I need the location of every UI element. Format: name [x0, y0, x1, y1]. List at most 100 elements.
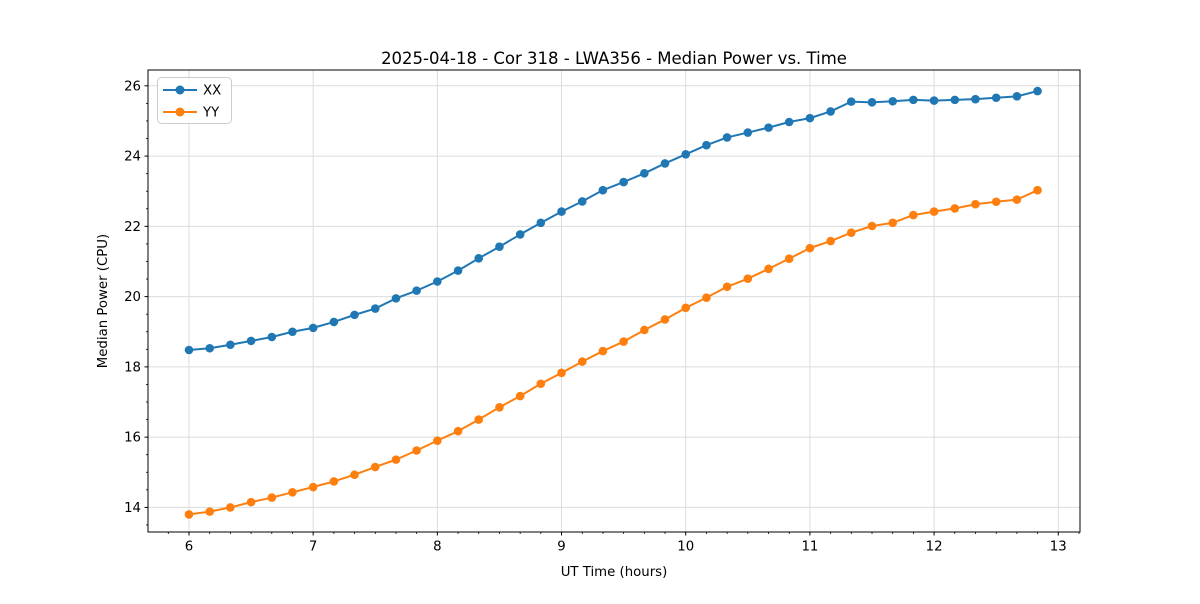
grid	[148, 70, 1080, 532]
data-point	[681, 303, 691, 313]
data-point	[329, 317, 339, 327]
data-point	[453, 266, 463, 275]
data-point	[991, 93, 1001, 103]
y-tick-label: 26	[124, 79, 141, 94]
x-tick-label: 7	[309, 540, 317, 555]
data-point	[246, 497, 256, 507]
data-point	[805, 113, 815, 123]
data-point	[971, 199, 980, 209]
data-point	[350, 310, 359, 320]
y-axis-ticks: 14 16 18 20 22 24 26	[124, 79, 148, 516]
data-point	[433, 436, 442, 445]
data-point	[929, 96, 939, 105]
y-tick-label: 14	[124, 501, 141, 516]
data-point	[288, 487, 297, 497]
y-axis-label: Median Power (CPU)	[96, 234, 111, 368]
data-point	[433, 277, 442, 286]
data-point	[722, 133, 732, 142]
data-point	[764, 123, 773, 132]
data-point	[702, 293, 711, 302]
data-point	[329, 477, 339, 486]
data-point	[453, 426, 463, 436]
data-point	[888, 96, 898, 106]
x-tick-label: 11	[801, 540, 818, 555]
data-point	[536, 379, 546, 389]
data-point	[1012, 92, 1022, 101]
legend: XX YY	[157, 77, 232, 124]
data-point	[619, 337, 628, 346]
data-point	[557, 368, 566, 378]
data-point	[909, 210, 918, 220]
data-point	[495, 242, 504, 252]
series-XX	[184, 86, 1042, 355]
data-point	[660, 159, 670, 168]
data-point	[577, 197, 587, 206]
data-point	[826, 236, 835, 246]
data-point	[867, 98, 877, 107]
x-axis-label: UT Time (hours)	[561, 565, 668, 580]
legend-marker	[175, 85, 185, 95]
data-point	[681, 150, 691, 159]
data-point	[474, 415, 484, 424]
y-tick-label: 20	[124, 290, 141, 305]
data-point	[246, 336, 256, 346]
data-point	[205, 343, 215, 353]
data-point	[826, 107, 835, 116]
data-point	[640, 168, 649, 178]
data-point	[1012, 195, 1022, 204]
x-tick-label: 12	[926, 540, 943, 555]
data-point	[288, 327, 297, 337]
data-point	[846, 97, 856, 106]
data-point	[598, 346, 608, 356]
x-axis-ticks: 6 7 8 9 10 11 12 13	[185, 532, 1067, 555]
data-point	[660, 315, 670, 324]
y-tick-label: 18	[124, 360, 141, 375]
data-point	[412, 446, 421, 455]
data-point	[619, 177, 628, 187]
data-point	[598, 185, 608, 195]
data-point	[184, 345, 194, 355]
data-point	[515, 391, 525, 401]
data-point	[702, 140, 711, 150]
legend-label-XX: XX	[203, 84, 221, 99]
y-tick-label: 16	[124, 431, 141, 446]
data-point	[867, 221, 877, 231]
data-point	[495, 402, 504, 412]
axes-border	[147, 69, 1081, 533]
data-point	[308, 482, 318, 492]
data-point	[184, 510, 194, 519]
data-point	[474, 254, 484, 263]
data-point	[784, 254, 794, 263]
data-point	[391, 455, 401, 464]
data-point	[1033, 86, 1042, 96]
data-point	[226, 340, 235, 350]
y-tick-label: 24	[124, 150, 141, 165]
data-point	[350, 470, 359, 480]
data-point	[743, 274, 753, 283]
minor-ticks	[146, 102, 1080, 534]
data-point	[1033, 185, 1042, 195]
data-point	[950, 95, 960, 105]
data-point	[557, 207, 566, 216]
data-point	[743, 128, 753, 137]
data-point	[846, 228, 856, 237]
data-point	[536, 218, 546, 228]
legend-marker	[175, 107, 185, 117]
data-point	[412, 286, 421, 295]
chart-title: 2025-04-18 - Cor 318 - LWA356 - Median P…	[381, 49, 847, 68]
data-point	[805, 243, 815, 253]
data-point	[950, 204, 960, 213]
data-point	[929, 207, 939, 216]
series-line	[188, 90, 1038, 352]
x-tick-label: 8	[433, 540, 441, 555]
data-point	[577, 357, 587, 366]
data-point	[267, 332, 277, 342]
x-tick-label: 6	[185, 540, 193, 555]
data-point	[991, 197, 1001, 207]
data-point	[370, 462, 380, 472]
data-point	[515, 230, 525, 239]
data-point	[640, 325, 649, 335]
series-line	[188, 189, 1038, 516]
x-tick-label: 10	[677, 540, 694, 555]
